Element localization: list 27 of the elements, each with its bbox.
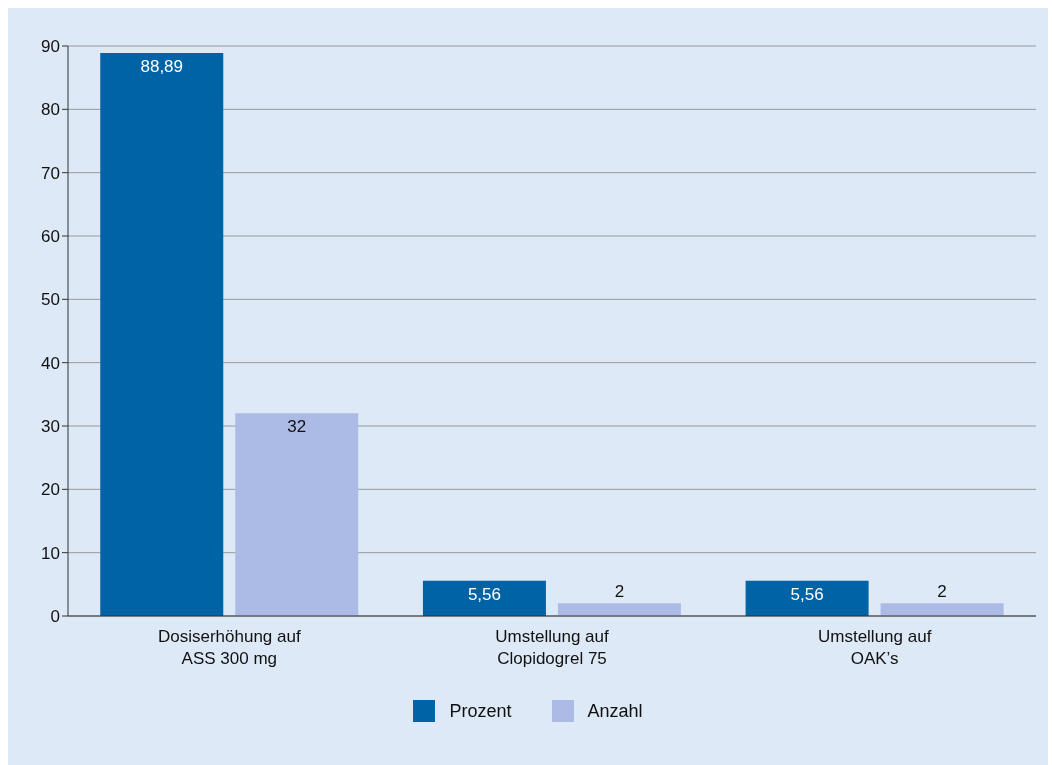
bar [422,580,546,616]
data-label: 2 [937,582,947,602]
data-label: 88,89 [140,57,184,77]
legend-label: Anzahl [587,700,643,722]
y-tick-label: 40 [41,353,60,373]
y-tick-label: 90 [41,37,60,57]
y-tick-label: 0 [50,607,60,627]
y-tick-label: 60 [41,227,60,247]
y-tick-label: 50 [41,290,60,310]
x-tick-label: Umstellung auf OAK’s [817,627,932,668]
bar [100,53,224,616]
bar [745,580,869,616]
x-tick-label: Umstellung auf Clopidogrel 75 [495,627,609,668]
data-label: 2 [614,582,625,602]
data-label: 32 [287,417,307,437]
data-label: 5,56 [467,584,501,604]
y-tick-label: 30 [41,417,60,437]
bar [557,603,681,616]
y-tick-label: 20 [41,480,60,500]
y-tick-label: 80 [41,100,60,120]
y-tick-label: 70 [41,163,60,183]
y-tick-label: 10 [41,543,60,563]
bar [880,603,1004,616]
data-label: 5,56 [790,584,824,604]
x-tick-label: Dosiserhöhung auf ASS 300 mg [157,627,301,668]
bar [235,413,359,616]
legend-label: Prozent [449,700,512,722]
